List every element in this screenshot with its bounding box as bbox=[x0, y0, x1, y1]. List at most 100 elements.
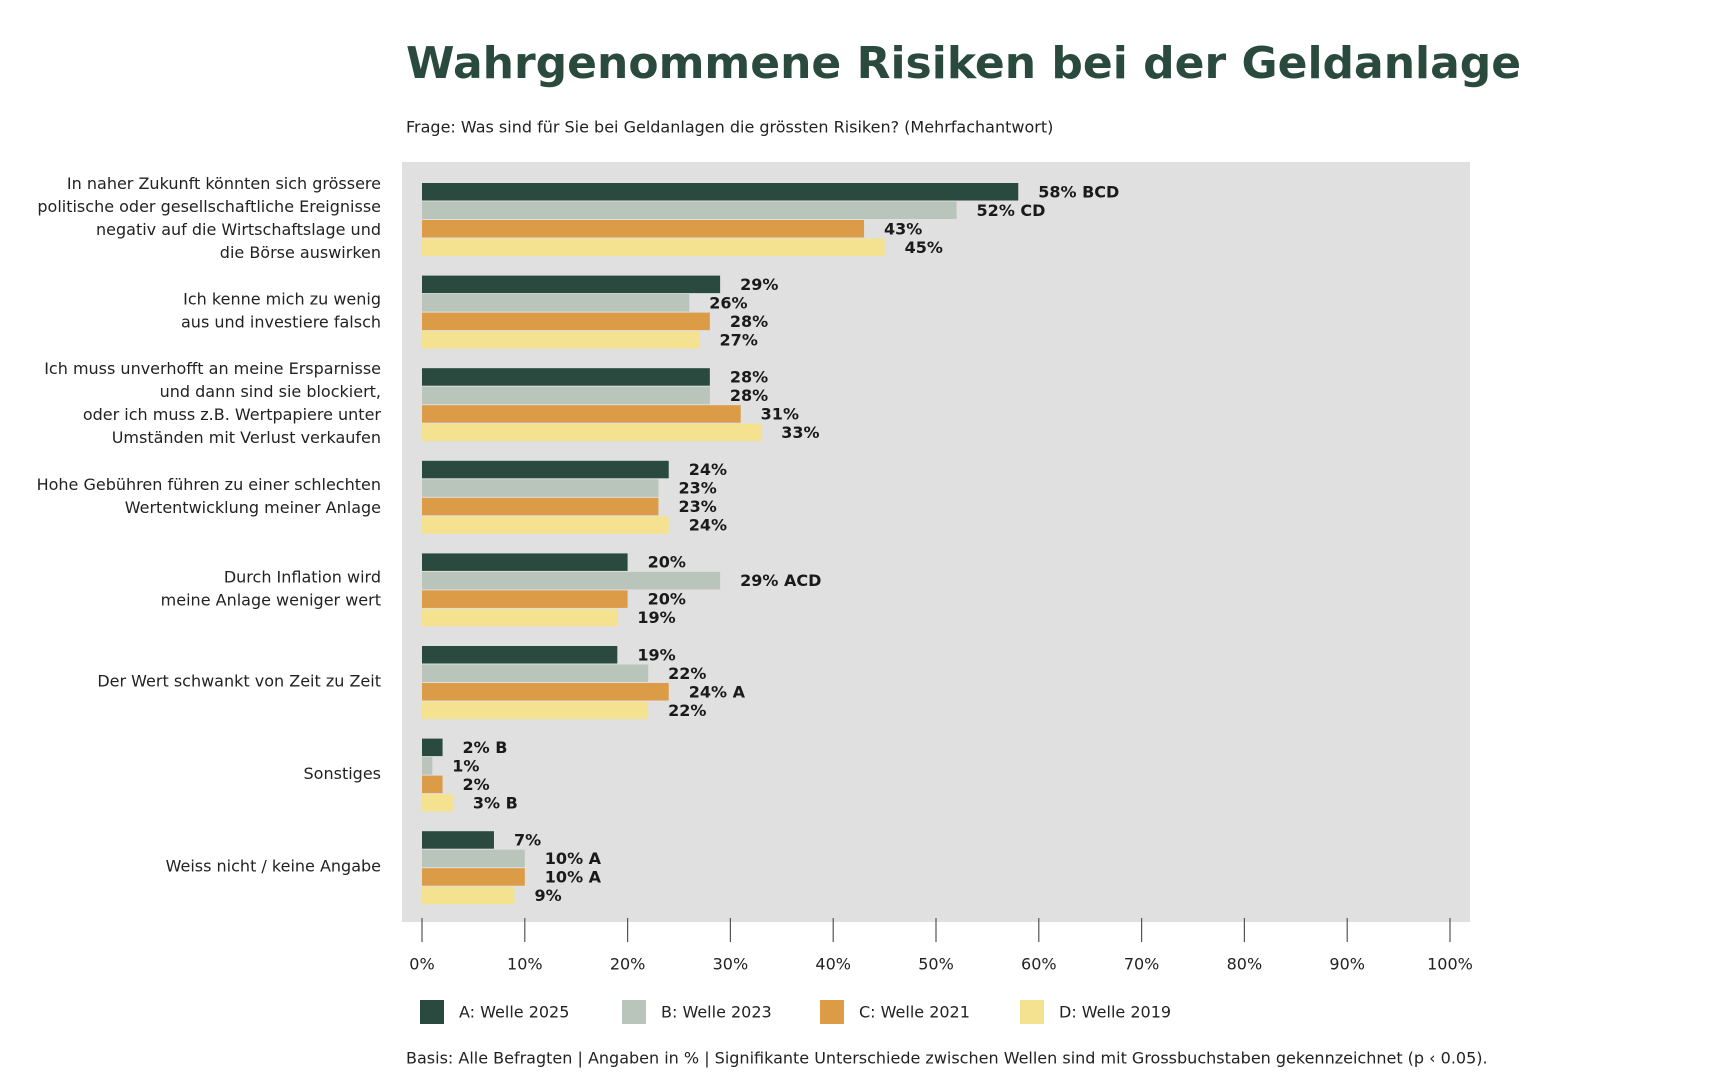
bar bbox=[422, 571, 721, 590]
bar bbox=[422, 831, 494, 849]
legend-label: B: Welle 2023 bbox=[661, 1003, 772, 1022]
value-label: 29% bbox=[740, 275, 778, 294]
category-label: meine Anlage weniger wert bbox=[161, 590, 381, 609]
legend-swatch bbox=[420, 1000, 444, 1024]
value-label: 7% bbox=[514, 830, 541, 849]
bar bbox=[422, 312, 710, 331]
legend-label: D: Welle 2019 bbox=[1059, 1003, 1171, 1022]
value-label: 28% bbox=[730, 367, 768, 386]
x-tick-label: 100% bbox=[1427, 955, 1473, 974]
bar bbox=[422, 516, 669, 534]
x-tick-label: 0% bbox=[409, 955, 434, 974]
value-label: 2% bbox=[463, 775, 490, 794]
value-label: 19% bbox=[637, 608, 675, 627]
category-label: aus und investiere falsch bbox=[181, 313, 381, 332]
x-tick-label: 70% bbox=[1124, 955, 1160, 974]
bar bbox=[422, 886, 515, 905]
value-label: 23% bbox=[678, 497, 716, 516]
category-label: Der Wert schwankt von Zeit zu Zeit bbox=[97, 672, 381, 691]
value-label: 19% bbox=[637, 645, 675, 664]
bar bbox=[422, 849, 525, 868]
value-label: 29% ACD bbox=[740, 571, 821, 590]
bar bbox=[422, 368, 710, 386]
x-tick-label: 50% bbox=[918, 955, 954, 974]
footnote: Basis: Alle Befragten | Angaben in % | S… bbox=[406, 1049, 1488, 1068]
value-label: 10% A bbox=[545, 849, 602, 868]
value-label: 2% B bbox=[463, 738, 508, 757]
value-label: 27% bbox=[720, 330, 758, 349]
category-label: die Börse auswirken bbox=[220, 243, 381, 262]
bar bbox=[422, 757, 433, 775]
bar bbox=[422, 608, 618, 627]
bar bbox=[422, 460, 669, 479]
value-label: 10% A bbox=[545, 867, 602, 886]
category-label: Ich kenne mich zu wenig bbox=[183, 290, 381, 309]
bar bbox=[422, 775, 443, 794]
bar bbox=[422, 701, 649, 719]
value-label: 26% bbox=[709, 293, 747, 312]
category-label: Hohe Gebühren führen zu einer schlechten bbox=[37, 475, 381, 494]
category-label: Ich muss unverhofft an meine Ersparnisse bbox=[44, 359, 381, 378]
category-label: oder ich muss z.B. Wertpapiere unter bbox=[83, 405, 382, 424]
value-label: 43% bbox=[884, 219, 922, 238]
value-label: 45% bbox=[905, 238, 943, 257]
category-label: In naher Zukunft könnten sich grössere bbox=[67, 174, 381, 193]
chart-title: Wahrgenommene Risiken bei der Geldanlage bbox=[406, 38, 1521, 89]
value-label: 24% bbox=[689, 516, 727, 535]
x-tick-label: 20% bbox=[610, 955, 646, 974]
value-label: 52% CD bbox=[977, 201, 1046, 220]
legend-swatch bbox=[1020, 1000, 1044, 1024]
category-label: Umständen mit Verlust verkaufen bbox=[112, 428, 381, 447]
bar bbox=[422, 553, 628, 571]
value-label: 9% bbox=[535, 886, 562, 905]
bar bbox=[422, 683, 669, 701]
bar bbox=[422, 738, 443, 757]
value-label: 1% bbox=[452, 756, 479, 775]
value-label: 20% bbox=[648, 590, 686, 609]
x-tick-label: 40% bbox=[815, 955, 851, 974]
bar bbox=[422, 238, 885, 256]
value-label: 24% bbox=[689, 460, 727, 479]
category-label: Weiss nicht / keine Angabe bbox=[166, 857, 381, 876]
category-label: politische oder gesellschaftliche Ereign… bbox=[37, 197, 381, 216]
category-label: negativ auf die Wirtschaftslage und bbox=[96, 220, 381, 239]
chart-subtitle: Frage: Was sind für Sie bei Geldanlagen … bbox=[406, 118, 1053, 137]
category-label: Sonstiges bbox=[304, 764, 381, 783]
category-label: Wertentwicklung meiner Anlage bbox=[125, 498, 381, 517]
x-tick-label: 30% bbox=[713, 955, 749, 974]
value-label: 20% bbox=[648, 553, 686, 572]
bar bbox=[422, 201, 957, 219]
bar bbox=[422, 664, 649, 682]
legend-label: C: Welle 2021 bbox=[859, 1003, 970, 1022]
value-label: 31% bbox=[761, 404, 799, 423]
bar bbox=[422, 275, 721, 294]
bar bbox=[422, 405, 741, 423]
legend-label: A: Welle 2025 bbox=[459, 1003, 569, 1022]
x-tick-label: 10% bbox=[507, 955, 543, 974]
bar bbox=[422, 294, 690, 312]
bar bbox=[422, 590, 628, 608]
category-label: Durch Inflation wird bbox=[224, 567, 381, 586]
category-label: und dann sind sie blockiert, bbox=[160, 382, 381, 401]
bar bbox=[422, 794, 453, 812]
bar bbox=[422, 386, 710, 405]
value-label: 22% bbox=[668, 664, 706, 683]
bar bbox=[422, 423, 762, 442]
value-label: 23% bbox=[678, 479, 716, 498]
value-label: 24% A bbox=[689, 682, 746, 701]
bar bbox=[422, 479, 659, 497]
bar bbox=[422, 646, 618, 664]
value-label: 58% BCD bbox=[1038, 182, 1119, 201]
bar bbox=[422, 183, 1019, 201]
legend-swatch bbox=[622, 1000, 646, 1024]
value-label: 33% bbox=[781, 423, 819, 442]
legend-swatch bbox=[820, 1000, 844, 1024]
value-label: 3% B bbox=[473, 793, 518, 812]
bar bbox=[422, 497, 659, 516]
x-tick-label: 90% bbox=[1329, 955, 1365, 974]
x-tick-label: 80% bbox=[1227, 955, 1263, 974]
bar bbox=[422, 220, 865, 238]
bar bbox=[422, 868, 525, 886]
